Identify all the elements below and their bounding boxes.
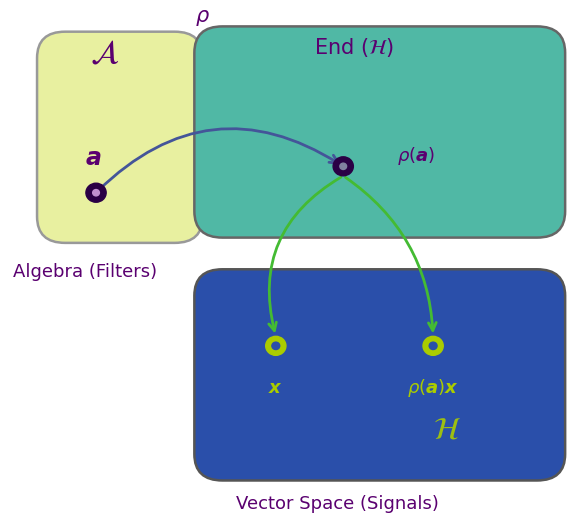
Circle shape xyxy=(423,336,443,355)
Text: $\boldsymbol{a}$: $\boldsymbol{a}$ xyxy=(85,146,101,171)
Circle shape xyxy=(86,183,106,202)
Text: $\rho(\boldsymbol{a})$: $\rho(\boldsymbol{a})$ xyxy=(396,145,435,167)
Text: End $(\mathcal{H})$: End $(\mathcal{H})$ xyxy=(314,36,395,59)
Circle shape xyxy=(266,336,286,355)
Text: $\mathcal{H}$: $\mathcal{H}$ xyxy=(433,416,461,445)
Circle shape xyxy=(333,157,353,176)
Circle shape xyxy=(272,342,280,350)
Text: $\rho(\boldsymbol{a})\boldsymbol{x}$: $\rho(\boldsymbol{a})\boldsymbol{x}$ xyxy=(407,377,459,399)
FancyBboxPatch shape xyxy=(194,26,565,238)
Circle shape xyxy=(429,342,437,350)
FancyBboxPatch shape xyxy=(194,269,565,480)
Circle shape xyxy=(340,163,347,169)
Text: $\mathcal{A}$: $\mathcal{A}$ xyxy=(90,36,119,69)
Text: Vector Space (Signals): Vector Space (Signals) xyxy=(236,495,439,513)
Text: Algebra (Filters): Algebra (Filters) xyxy=(13,263,157,281)
FancyBboxPatch shape xyxy=(37,32,203,243)
Circle shape xyxy=(93,190,100,196)
Text: $\rho$: $\rho$ xyxy=(196,8,210,29)
Text: $\boldsymbol{x}$: $\boldsymbol{x}$ xyxy=(268,379,283,397)
